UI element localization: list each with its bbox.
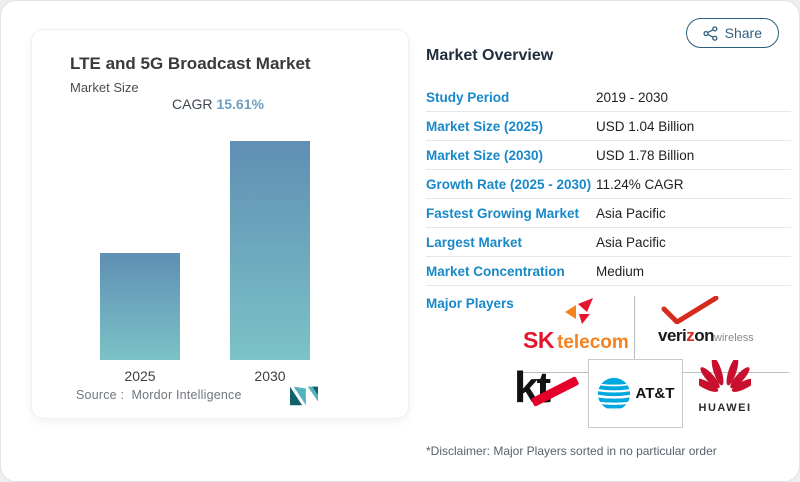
cagr-label: CAGR [172, 96, 213, 112]
verizon-z-text: z [686, 326, 695, 345]
logo-grid-divider [634, 296, 635, 359]
wireless-logo-text: wireless [714, 332, 754, 344]
sk-butterfly-icon [565, 298, 593, 324]
huawei-logo: HUAWEI [689, 357, 761, 420]
row-value: 2019 - 2030 [596, 89, 669, 105]
mordor-intelligence-logo-icon [290, 386, 318, 406]
market-overview-panel: Market Overview Study Period 2019 - 2030… [426, 46, 791, 458]
overview-table: Study Period 2019 - 2030 Market Size (20… [426, 83, 791, 286]
table-row: Fastest Growing Market Asia Pacific [426, 199, 791, 228]
att-logo-cell: AT&T [588, 359, 683, 428]
source-name: Mordor Intelligence [131, 388, 242, 402]
table-row: Market Size (2030) USD 1.78 Billion [426, 141, 791, 170]
source-line: Source : Mordor Intelligence [76, 388, 242, 402]
share-label: Share [724, 25, 762, 41]
disclaimer-text: *Disclaimer: Major Players sorted in no … [426, 444, 717, 458]
panel-heading: Market Overview [426, 47, 554, 64]
cagr-value: 15.61% [216, 96, 264, 112]
row-label: Market Concentration [426, 263, 565, 279]
att-globe-icon [597, 377, 630, 410]
row-value: Medium [596, 263, 645, 279]
sk-logo-text: SK [523, 327, 554, 353]
att-logo-text: AT&T [635, 385, 675, 402]
verizon-wireless-logo: verizonwireless [658, 296, 782, 346]
major-players-label: Major Players [426, 296, 514, 311]
market-size-chart-card: LTE and 5G Broadcast Market Market Size … [31, 29, 409, 419]
source-label: Source : [76, 388, 125, 402]
table-row: Growth Rate (2025 - 2030) 11.24% CAGR [426, 170, 791, 199]
x-tick-2030: 2030 [254, 368, 286, 384]
table-row: Market Size (2025) USD 1.04 Billion [426, 112, 791, 141]
telecom-logo-text: telecom [556, 332, 629, 353]
chart-subtitle: Market Size [70, 80, 139, 95]
row-label: Fastest Growing Market [426, 205, 580, 221]
kt-logo: kt [514, 360, 586, 420]
row-value: Asia Pacific [596, 234, 666, 250]
huawei-flower-icon [694, 357, 756, 392]
row-value: USD 1.78 Billion [596, 147, 695, 163]
chart-title: LTE and 5G Broadcast Market [70, 54, 311, 73]
row-label: Market Size (2030) [426, 147, 544, 163]
share-button[interactable]: Share [685, 18, 779, 48]
table-row: Largest Market Asia Pacific [426, 228, 791, 257]
row-value: USD 1.04 Billion [596, 118, 695, 134]
bar-2025 [100, 253, 180, 360]
row-label: Market Size (2025) [426, 118, 544, 134]
row-value: Asia Pacific [596, 205, 666, 221]
logo-grid-divider [518, 372, 588, 373]
x-tick-2025: 2025 [124, 368, 156, 384]
table-row: Market Concentration Medium [426, 257, 791, 286]
verizon-check-icon [661, 296, 719, 324]
row-label: Study Period [426, 89, 510, 105]
sk-telecom-logo: SK telecom [521, 298, 633, 356]
cagr-line: CAGR 15.61% [172, 96, 264, 112]
row-value: 11.24% CAGR [596, 176, 684, 192]
major-players-section: Major Players SK telecom veriz [426, 286, 791, 436]
row-label: Largest Market [426, 234, 523, 250]
bar-2030 [230, 141, 310, 360]
table-row: Study Period 2019 - 2030 [426, 83, 791, 112]
huawei-logo-text: HUAWEI [698, 402, 752, 414]
verizon-logo-text: on [694, 326, 715, 345]
share-icon [703, 25, 718, 41]
verizon-logo-text: veri [658, 326, 687, 345]
row-label: Growth Rate (2025 - 2030) [426, 176, 592, 192]
